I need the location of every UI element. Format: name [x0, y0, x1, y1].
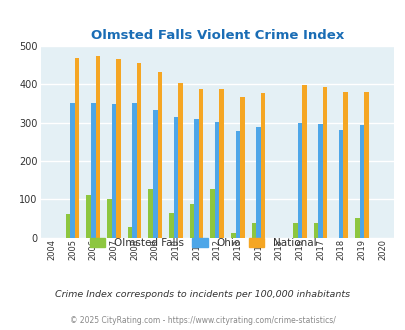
Bar [136, 63, 141, 238]
Bar [363, 92, 368, 238]
Bar [66, 214, 70, 238]
Bar [198, 89, 203, 238]
Bar [153, 110, 157, 238]
Bar [239, 97, 244, 238]
Bar [256, 127, 260, 238]
Bar [210, 189, 214, 238]
Bar [343, 92, 347, 238]
Bar [230, 233, 235, 238]
Bar [95, 56, 100, 238]
Bar [70, 103, 75, 238]
Bar [251, 223, 256, 238]
Bar [322, 87, 326, 238]
Bar [132, 103, 136, 238]
Bar [359, 125, 363, 238]
Bar [178, 82, 182, 238]
Bar [86, 195, 91, 238]
Bar [235, 131, 239, 238]
Bar [219, 89, 224, 238]
Bar [297, 123, 301, 238]
Bar [292, 223, 297, 238]
Bar [128, 227, 132, 238]
Bar [75, 58, 79, 238]
Bar [157, 72, 162, 238]
Text: © 2025 CityRating.com - https://www.cityrating.com/crime-statistics/: © 2025 CityRating.com - https://www.city… [70, 316, 335, 325]
Bar [168, 213, 173, 238]
Bar [111, 104, 116, 238]
Bar [148, 189, 153, 238]
Bar [313, 223, 318, 238]
Bar [173, 116, 178, 238]
Title: Olmsted Falls Violent Crime Index: Olmsted Falls Violent Crime Index [90, 29, 343, 42]
Bar [189, 204, 194, 238]
Bar [338, 130, 343, 238]
Bar [194, 119, 198, 238]
Text: Crime Index corresponds to incidents per 100,000 inhabitants: Crime Index corresponds to incidents per… [55, 290, 350, 299]
Legend: Olmsted Falls, Ohio, National: Olmsted Falls, Ohio, National [85, 234, 320, 252]
Bar [301, 85, 306, 238]
Bar [107, 199, 111, 238]
Bar [318, 123, 322, 238]
Bar [116, 59, 120, 238]
Bar [354, 218, 359, 238]
Bar [260, 93, 265, 238]
Bar [91, 103, 95, 238]
Bar [214, 122, 219, 238]
